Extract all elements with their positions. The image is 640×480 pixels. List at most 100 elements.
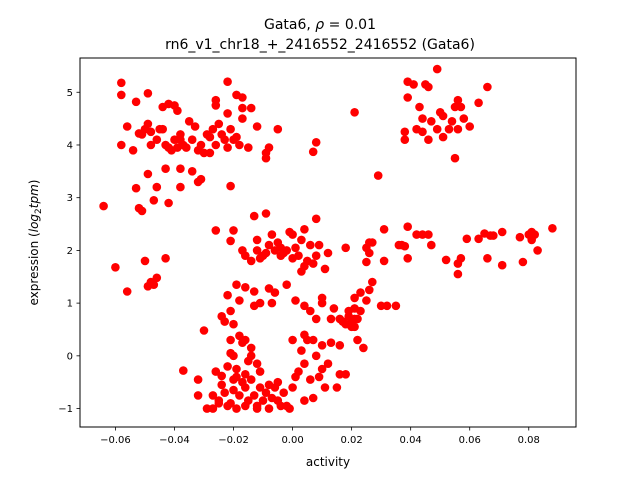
x-tick-label: 0.02	[340, 435, 362, 446]
data-point	[252, 246, 262, 255]
data-point	[279, 388, 289, 398]
data-point	[187, 167, 197, 176]
data-point	[226, 335, 235, 345]
data-point	[356, 306, 365, 316]
y-tick-label: 1	[67, 299, 73, 310]
data-point	[297, 235, 306, 245]
data-point	[211, 226, 221, 235]
data-point	[362, 257, 371, 267]
data-point	[483, 253, 492, 263]
data-point	[223, 290, 232, 300]
data-points	[99, 64, 557, 413]
data-point	[238, 93, 247, 102]
data-point	[143, 89, 153, 98]
data-point	[232, 132, 241, 142]
data-point	[217, 371, 226, 381]
data-point	[456, 102, 466, 112]
data-point	[409, 80, 418, 89]
data-point	[456, 253, 466, 263]
data-point	[246, 256, 256, 266]
data-point	[220, 388, 229, 398]
y-tick-label: 3	[67, 193, 73, 204]
data-point	[474, 234, 483, 244]
data-point	[341, 370, 351, 379]
data-point	[291, 296, 300, 305]
data-point	[317, 341, 327, 350]
data-point	[483, 82, 492, 92]
data-point	[143, 169, 153, 179]
data-point	[187, 135, 197, 144]
x-tick-label: −0.06	[100, 435, 131, 446]
data-point	[311, 138, 321, 147]
data-point	[264, 404, 274, 413]
data-point	[300, 301, 309, 311]
data-point	[317, 293, 327, 303]
data-point	[368, 238, 377, 247]
data-point	[252, 404, 262, 413]
data-point	[288, 335, 297, 345]
data-point	[161, 253, 170, 263]
data-point	[199, 326, 209, 335]
data-point	[332, 383, 342, 392]
plot-area-frame	[79, 57, 577, 428]
data-point	[432, 64, 442, 74]
data-point	[418, 230, 427, 239]
data-point	[427, 117, 436, 126]
data-point	[441, 255, 451, 265]
data-point	[220, 317, 229, 326]
data-point	[459, 114, 469, 123]
data-point	[297, 267, 306, 276]
data-point	[424, 135, 433, 144]
data-point	[184, 117, 194, 126]
data-point	[489, 231, 498, 240]
data-point	[548, 224, 557, 233]
data-point	[261, 248, 271, 258]
data-point	[146, 140, 156, 150]
data-point	[267, 230, 277, 239]
data-point	[353, 335, 362, 345]
data-point	[264, 240, 274, 250]
data-point	[238, 246, 247, 255]
data-point	[294, 367, 303, 376]
data-point	[368, 277, 377, 287]
data-point	[379, 225, 389, 234]
data-point	[137, 206, 147, 216]
data-point	[282, 280, 292, 290]
data-point	[424, 82, 433, 92]
data-point	[226, 399, 235, 408]
data-point	[450, 102, 460, 112]
data-point	[418, 114, 427, 123]
x-tick-label: 0.06	[459, 435, 481, 446]
x-tick-label: 0.04	[400, 435, 422, 446]
data-point	[447, 117, 457, 126]
data-point	[308, 335, 318, 345]
data-point	[99, 201, 108, 211]
data-point	[335, 341, 345, 350]
data-point	[515, 232, 525, 242]
data-point	[379, 256, 389, 266]
data-point	[497, 227, 507, 237]
data-point	[211, 101, 221, 110]
data-point	[205, 132, 215, 142]
data-point	[300, 359, 309, 369]
data-point	[208, 391, 218, 400]
data-point	[474, 98, 483, 108]
data-point	[170, 135, 179, 144]
data-point	[308, 147, 318, 157]
y-tick-label: −1	[58, 404, 73, 415]
data-point	[350, 322, 359, 332]
data-point	[306, 240, 315, 250]
data-point	[196, 174, 206, 184]
data-point	[276, 401, 286, 411]
data-point	[527, 235, 536, 245]
data-point	[306, 375, 315, 384]
data-point	[249, 391, 259, 400]
data-point	[373, 171, 383, 180]
data-point	[143, 119, 153, 129]
data-point	[415, 102, 424, 112]
data-point	[252, 235, 262, 245]
data-point	[246, 351, 256, 361]
data-point	[226, 124, 235, 134]
data-point	[326, 314, 336, 324]
